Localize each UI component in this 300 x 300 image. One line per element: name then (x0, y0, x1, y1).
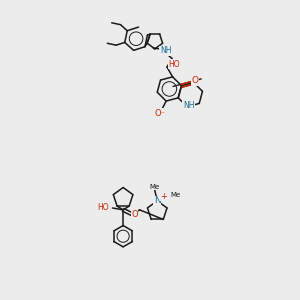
Text: N: N (154, 196, 160, 205)
Text: +: + (160, 192, 167, 201)
Text: Me: Me (171, 192, 181, 198)
Text: NH: NH (160, 46, 171, 55)
Text: HO: HO (169, 60, 180, 69)
Text: O: O (192, 76, 199, 85)
Text: O: O (131, 210, 138, 219)
Text: O⁻: O⁻ (155, 109, 166, 118)
Text: HO: HO (97, 203, 109, 212)
Text: Me: Me (150, 184, 160, 190)
Text: NH: NH (183, 101, 194, 110)
